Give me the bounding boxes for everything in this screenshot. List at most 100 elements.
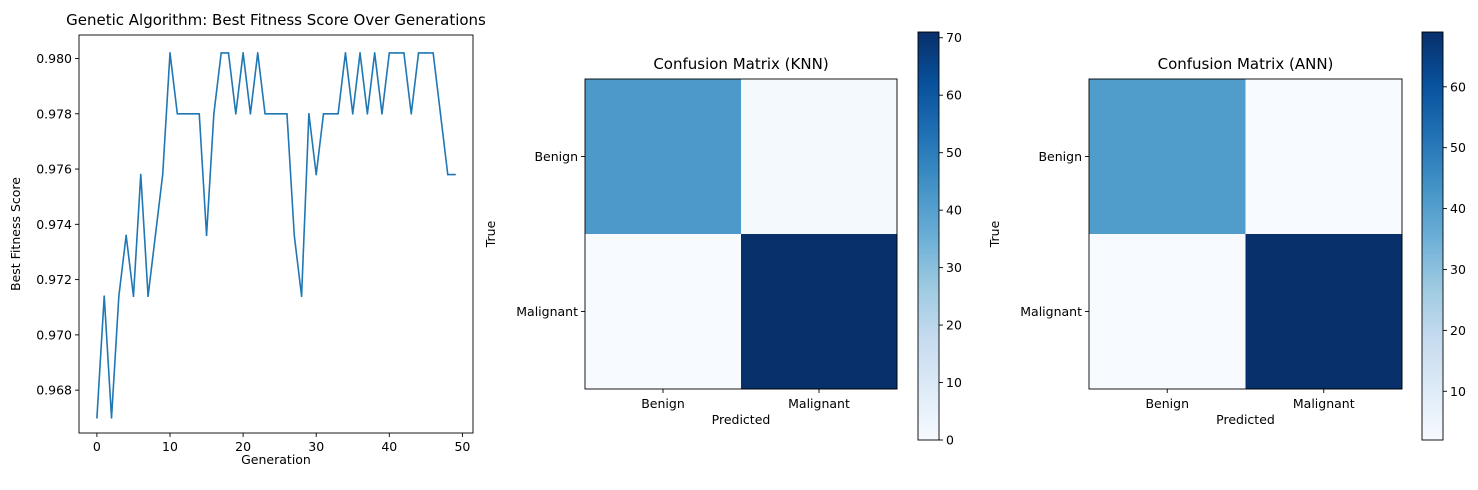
fitness-point (337, 112, 339, 115)
colorbar-strip (918, 151, 939, 155)
colorbar-strip (1422, 52, 1443, 57)
colorbar-strip (918, 49, 939, 53)
colorbar-strip (918, 55, 939, 60)
colorbar-strip (918, 321, 939, 325)
x-tick-label: Malignant (1293, 396, 1355, 411)
fitness-point (344, 52, 347, 54)
colorbar-strip (918, 52, 939, 57)
colorbar-strip (1422, 304, 1443, 308)
fitness-point (147, 295, 149, 297)
colorbar-strip (918, 283, 939, 288)
matrix-cell (585, 79, 742, 235)
colorbar-strip (918, 205, 939, 210)
colorbar-strip (918, 317, 939, 322)
colorbar-strip (918, 96, 939, 101)
colorbar-strip (918, 86, 939, 91)
colorbar-strip (1422, 290, 1443, 295)
fitness-point (366, 112, 369, 115)
x-tick-label: 0 (93, 439, 101, 454)
matrix-cell (1089, 234, 1246, 390)
fitness-point (227, 52, 230, 54)
colorbar-strip (918, 66, 939, 70)
fitness-line (96, 52, 456, 419)
fitness-point (271, 112, 274, 115)
fitness-point (154, 234, 157, 237)
chart-title: Confusion Matrix (ANN) (1158, 55, 1334, 73)
colorbar-strip (1422, 389, 1443, 393)
fitness-point (432, 52, 434, 54)
colorbar-strip (918, 229, 939, 234)
colorbar-tick-label: 10 (1450, 384, 1466, 399)
x-tick-label: 10 (162, 439, 178, 454)
colorbar-strip (1422, 273, 1443, 278)
colorbar-strip (918, 147, 939, 152)
colorbar-strip (918, 273, 939, 278)
colorbar-strip (1422, 249, 1443, 254)
fitness-point (395, 52, 398, 54)
fitness-point (213, 112, 215, 115)
colorbar-strip (1422, 225, 1443, 230)
matrix-cell (1245, 234, 1403, 390)
colorbar-strip (918, 120, 939, 125)
colorbar-strip (1422, 287, 1443, 291)
colorbar-strip (918, 365, 939, 370)
fitness-point (161, 173, 164, 176)
colorbar-strip (1422, 144, 1443, 149)
colorbar-strip (918, 222, 939, 227)
colorbar-tick-label: 60 (1450, 79, 1466, 94)
fitness-point (242, 52, 244, 54)
colorbar-strip (918, 208, 939, 213)
fitness-point (322, 112, 325, 115)
colorbar-strip (918, 276, 939, 281)
y-tick-label: 0.974 (36, 217, 72, 232)
colorbar-strip (918, 181, 939, 186)
colorbar-strip (1422, 395, 1443, 400)
fitness-point (191, 112, 193, 115)
colorbar-strip (1422, 372, 1443, 376)
colorbar-strip (1422, 361, 1443, 366)
colorbar-strip (918, 103, 939, 108)
colorbar-strip (918, 83, 939, 87)
confusion-matrix-panel: Benign Malignant Benign Malignant Confusion … (987, 31, 1466, 441)
colorbar-strip (1422, 375, 1443, 380)
x-tick-label: 40 (381, 439, 397, 454)
fitness-point (446, 173, 449, 176)
colorbar-strip (918, 297, 939, 302)
colorbar-tick-label: 60 (946, 88, 962, 103)
colorbar-strip (1422, 259, 1443, 264)
colorbar-strip (1422, 174, 1443, 179)
colorbar-strip (1422, 103, 1443, 108)
fitness-point (381, 112, 383, 115)
colorbar-strip (918, 287, 939, 291)
colorbar-strip (1422, 338, 1443, 342)
colorbar-strip (1422, 300, 1443, 305)
colorbar-strip (1422, 168, 1443, 172)
colorbar-strip (1422, 96, 1443, 101)
colorbar-strip (1422, 212, 1443, 217)
colorbar-strip (1422, 310, 1443, 315)
colorbar-strip (918, 378, 939, 383)
colorbar-strip (1422, 246, 1443, 251)
x-tick-label: 20 (235, 439, 251, 454)
colorbar-strip (1422, 263, 1443, 268)
colorbar-strip (918, 249, 939, 254)
y-tick-label: Malignant (1020, 304, 1082, 319)
colorbar-tick-label: 40 (946, 203, 962, 218)
fitness-point (256, 52, 259, 54)
colorbar-strip (918, 327, 939, 332)
colorbar-strip (1422, 436, 1443, 441)
colorbar-tick-label: 30 (946, 260, 962, 275)
colorbar-strip (918, 341, 939, 346)
colorbar-strip (918, 171, 939, 176)
colorbar-strip (1422, 32, 1443, 36)
colorbar-strip (1422, 344, 1443, 349)
y-axis-label: Best Fitness Score (8, 177, 23, 291)
colorbar-strip (918, 385, 939, 390)
y-tick-label: 0.976 (36, 162, 72, 177)
x-tick-label: 30 (308, 439, 324, 454)
colorbar-strip (918, 263, 939, 268)
colorbar-strip (918, 188, 939, 193)
colorbar-strip (1422, 307, 1443, 312)
colorbar-strip (1422, 399, 1443, 404)
